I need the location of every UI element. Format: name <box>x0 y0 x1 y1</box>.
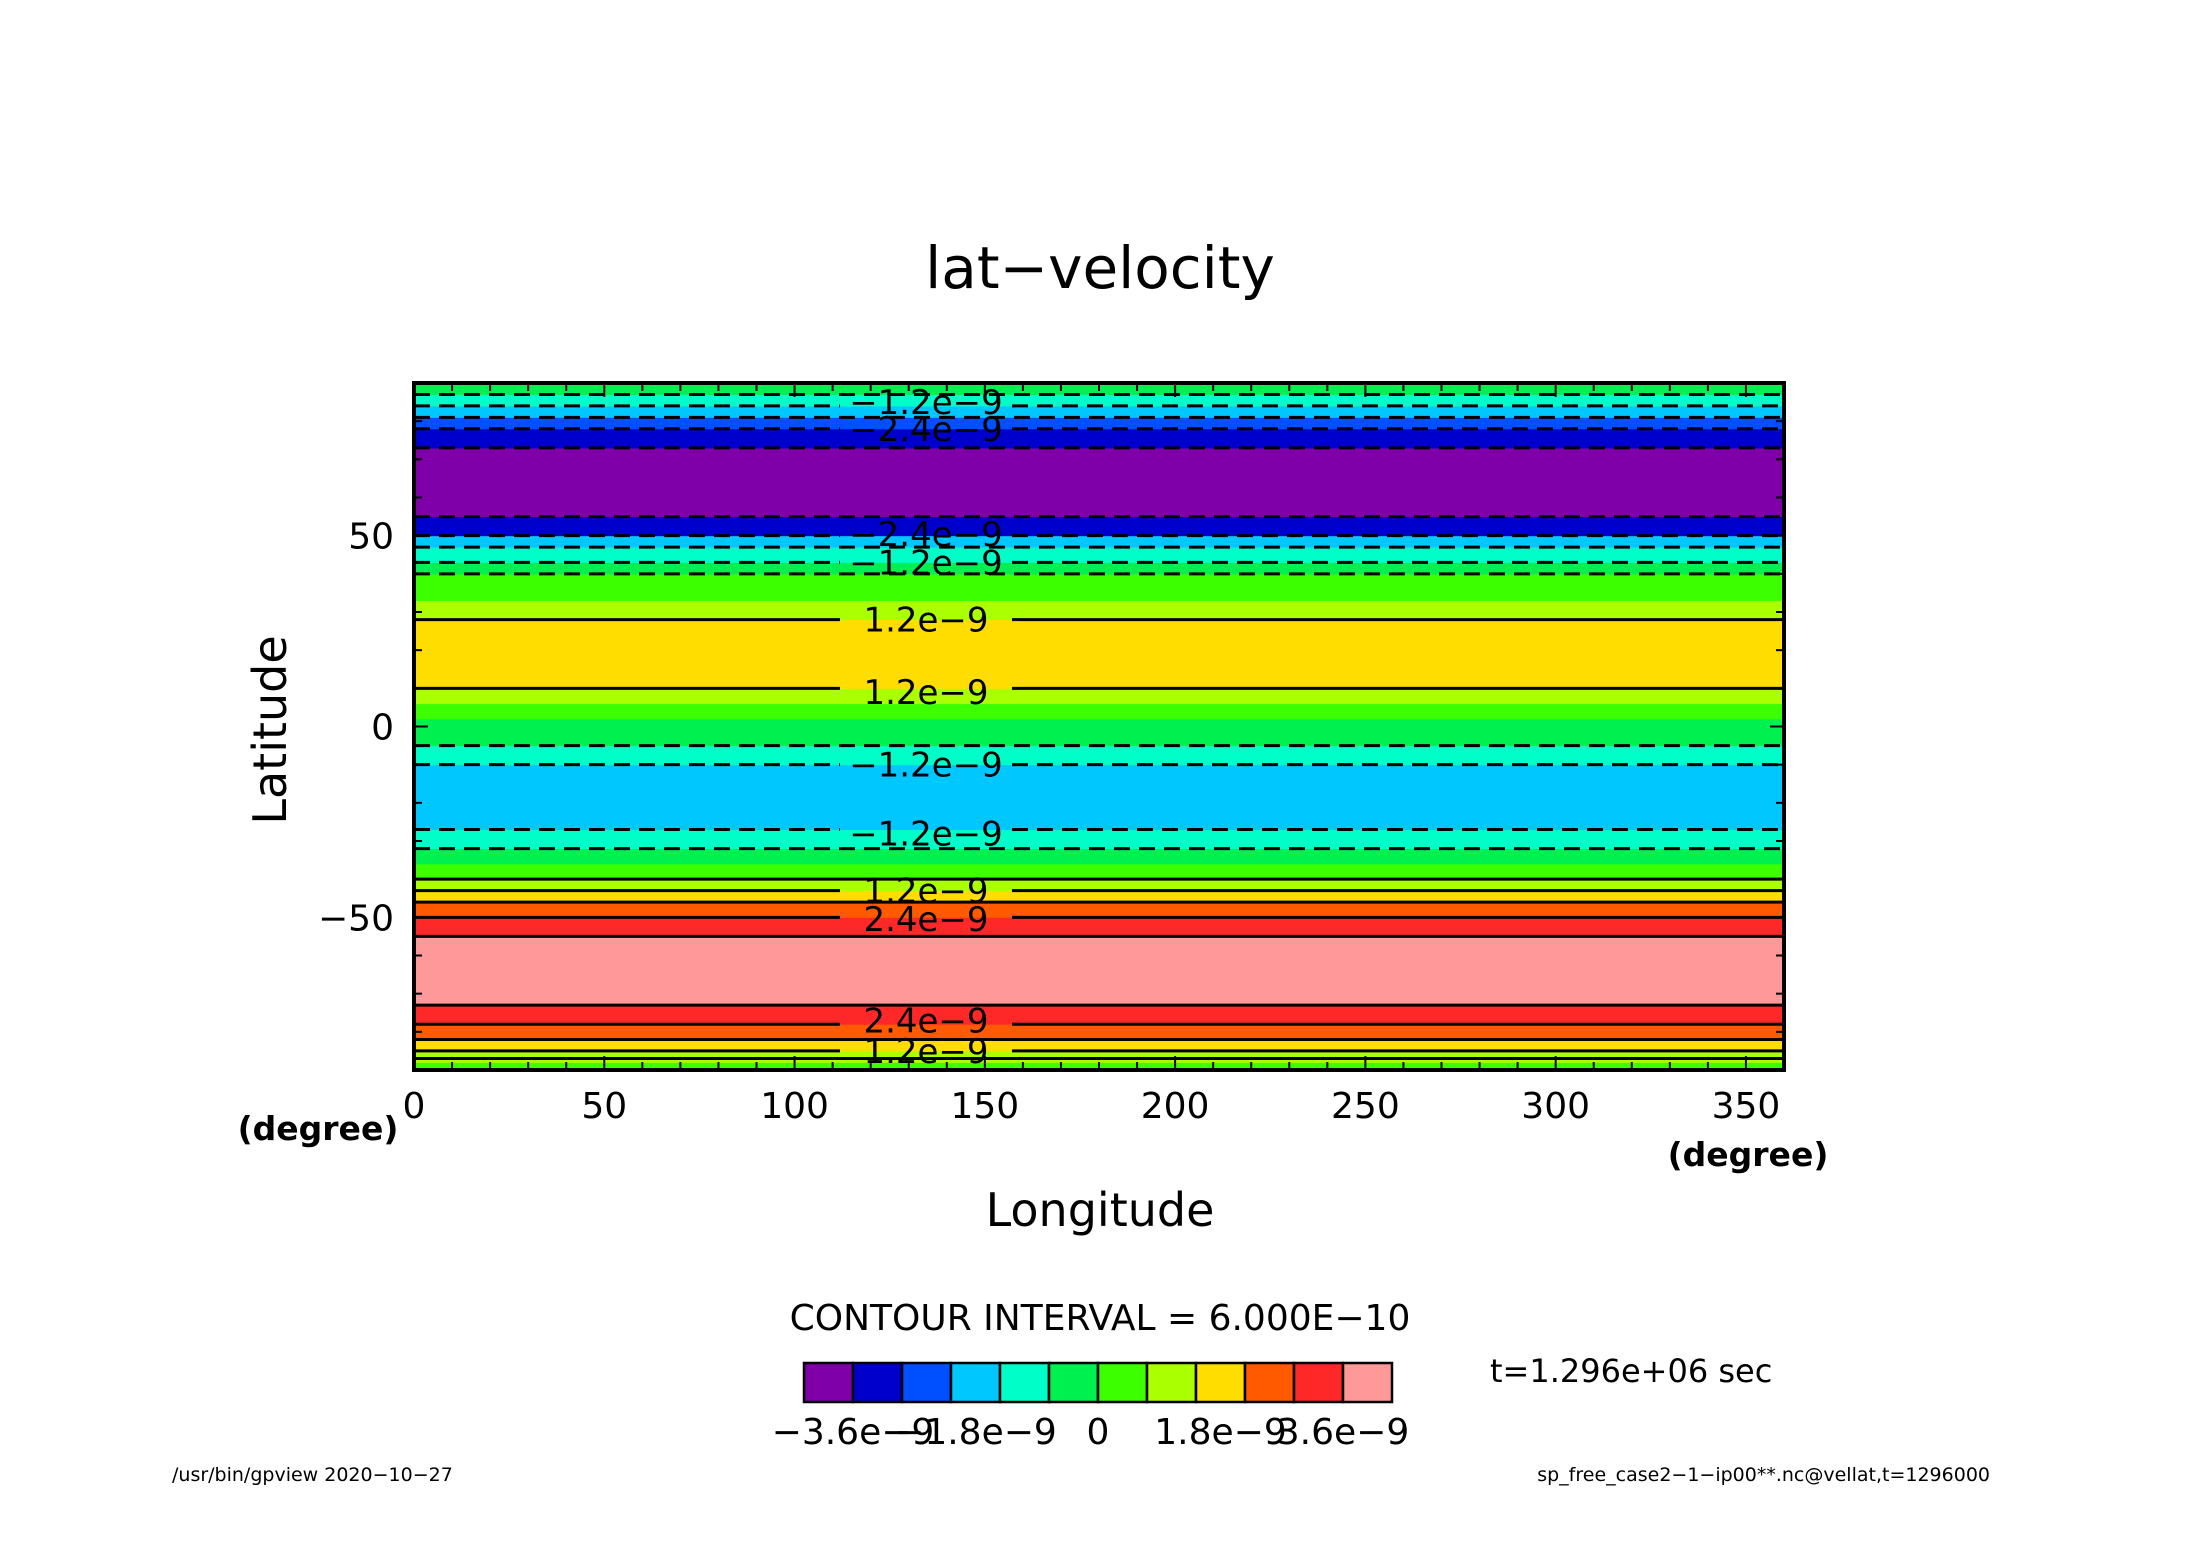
x-tick-label: 100 <box>760 1086 829 1127</box>
x-tick-label: 150 <box>950 1086 1019 1127</box>
colorbar-swatch <box>802 1361 855 1404</box>
y-tick-label: −50 <box>318 898 394 939</box>
colorbar: −3.6e−9−1.8e−9 0 1.8e−93.6e−9 <box>772 1361 1409 1453</box>
color-band <box>414 848 1784 865</box>
y-tick-label: 0 <box>371 708 394 749</box>
x-tick-label: 200 <box>1141 1086 1210 1127</box>
x-axis: 0 50 100 150 200 250 300 350 <box>403 383 1785 1127</box>
color-band <box>414 936 1784 1006</box>
colorbar-tick-label: −3.6e−9 <box>772 1412 935 1453</box>
colorbar-swatch <box>998 1361 1051 1404</box>
color-band <box>414 428 1784 449</box>
x-tick-label: 0 <box>403 1086 426 1127</box>
x-tick-label: 250 <box>1331 1086 1400 1127</box>
contour-label: 1.2e−9 <box>863 673 988 713</box>
contour-label: −1.2e−9 <box>849 543 1003 583</box>
x-axis-label: Longitude <box>986 1183 1215 1237</box>
color-band <box>414 417 1784 430</box>
contour-label: 2.4e−9 <box>863 1001 988 1041</box>
contour-interval-label: CONTOUR INTERVAL = 6.000E−10 <box>790 1298 1411 1339</box>
y-axis: −50 0 50 <box>318 420 1784 1033</box>
color-band <box>414 1024 1784 1040</box>
color-band <box>414 447 1784 518</box>
color-band <box>414 600 1784 621</box>
colorbar-swatch <box>1194 1361 1247 1404</box>
x-unit-label-right: (degree) <box>1668 1135 1829 1174</box>
color-band <box>414 547 1784 563</box>
color-band <box>414 1050 1784 1063</box>
chart-title: lat−velocity <box>925 234 1275 302</box>
plot-area: −1.2e−9−2.4e−9−2.4e−9−1.2e−91.2e−91.2e−9… <box>412 381 1786 1072</box>
color-band <box>414 619 1784 689</box>
colorbar-swatch <box>1341 1361 1394 1404</box>
color-band <box>414 703 1784 720</box>
colorbar-swatch <box>1096 1361 1149 1404</box>
contour-label: 1.2e−9 <box>863 1032 988 1072</box>
color-band <box>414 764 1784 831</box>
contour-label: −1.2e−9 <box>849 814 1003 854</box>
color-band <box>414 1039 1784 1052</box>
x-tick-label: 300 <box>1521 1086 1590 1127</box>
color-band <box>414 1005 1784 1025</box>
colorbar-tick-label: −1.8e−9 <box>894 1412 1057 1453</box>
contour-label: −2.4e−9 <box>849 515 1003 555</box>
y-axis-label: Latitude <box>243 635 297 824</box>
color-band <box>414 879 1784 892</box>
color-band <box>414 394 1784 407</box>
color-band <box>414 516 1784 537</box>
x-unit-label-left: (degree) <box>238 1109 399 1148</box>
colorbar-swatch <box>1243 1361 1296 1404</box>
color-band <box>414 745 1784 766</box>
color-band <box>414 688 1784 705</box>
color-band <box>414 829 1784 850</box>
contour-label: 2.4e−9 <box>863 900 988 940</box>
contour-label: −1.2e−9 <box>849 383 1003 423</box>
colorbar-swatch <box>1292 1361 1345 1404</box>
colorbar-tick-label: 0 <box>1087 1412 1110 1453</box>
color-band <box>414 562 1784 575</box>
footer-right: sp_free_case2−1−ip00**.nc@vellat,t=12960… <box>1537 1464 1990 1486</box>
footer-left: /usr/bin/gpview 2020−10−27 <box>172 1464 453 1486</box>
contour-label: −1.2e−9 <box>849 746 1003 786</box>
colorbar-swatch <box>851 1361 904 1404</box>
color-band <box>414 890 1784 903</box>
time-label: t=1.296e+06 sec <box>1490 1352 1772 1390</box>
color-band <box>414 863 1784 880</box>
colorbar-swatch <box>1145 1361 1198 1404</box>
contour-label: 1.2e−9 <box>863 872 988 912</box>
colorbar-swatch <box>900 1361 953 1404</box>
contour-label: 1.2e−9 <box>863 601 988 641</box>
color-band <box>414 902 1784 918</box>
color-band <box>414 535 1784 548</box>
x-tick-label: 350 <box>1712 1086 1781 1127</box>
color-band <box>414 405 1784 418</box>
colorbar-swatch <box>1047 1361 1100 1404</box>
colorbar-tick-label: 3.6e−9 <box>1277 1412 1409 1453</box>
contour-label: −2.4e−9 <box>849 410 1003 450</box>
x-tick-label: 50 <box>581 1086 627 1127</box>
color-band <box>414 718 1784 747</box>
color-band <box>414 573 1784 602</box>
color-band <box>414 917 1784 937</box>
colorbar-swatch <box>949 1361 1002 1404</box>
y-tick-label: 50 <box>348 517 394 558</box>
colorbar-tick-label: 1.8e−9 <box>1154 1412 1286 1453</box>
